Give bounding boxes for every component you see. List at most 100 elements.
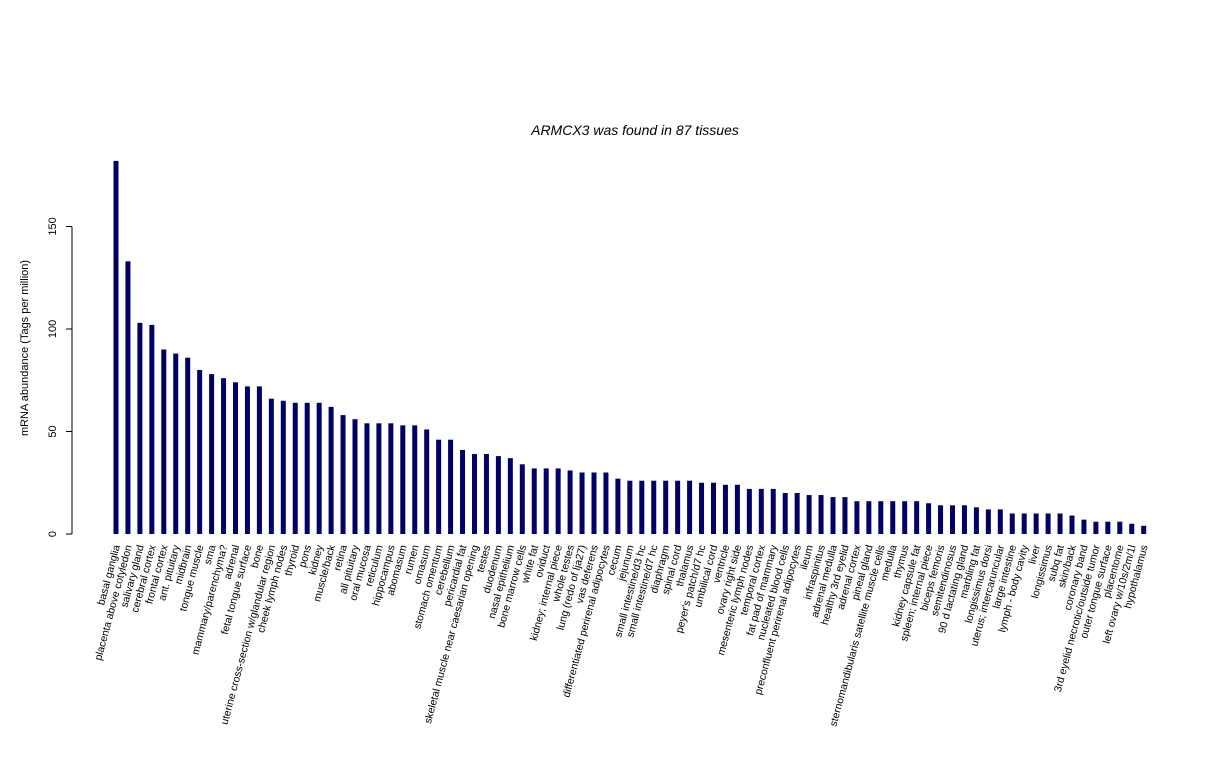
y-tick-label: 50 — [47, 425, 59, 437]
bar — [221, 378, 227, 534]
bar — [173, 353, 179, 534]
bar — [830, 497, 836, 534]
bar — [209, 374, 215, 534]
y-tick-label: 100 — [47, 320, 59, 338]
bar — [675, 480, 681, 534]
bar — [938, 505, 944, 534]
x-tick-label: bone — [249, 544, 267, 570]
bar — [244, 386, 250, 534]
bar — [603, 472, 609, 534]
bar — [567, 470, 573, 534]
bar — [113, 160, 119, 534]
bar — [448, 439, 454, 534]
bar — [555, 468, 561, 534]
bar — [699, 482, 705, 534]
bar — [687, 480, 693, 534]
bar — [818, 495, 824, 534]
bar — [615, 478, 621, 534]
bar — [316, 402, 322, 534]
bar — [352, 419, 358, 534]
bar — [543, 468, 549, 534]
bar — [770, 488, 776, 534]
bar — [328, 406, 334, 534]
bar — [854, 501, 860, 534]
bar — [1117, 521, 1123, 534]
bar — [137, 322, 143, 534]
bar — [436, 439, 442, 534]
bar — [902, 501, 908, 534]
x-tick-label: sma — [202, 544, 219, 566]
bar — [185, 357, 191, 534]
bar — [1081, 519, 1087, 534]
bar — [531, 468, 537, 534]
bar — [1129, 523, 1135, 534]
bar — [424, 429, 430, 534]
bar — [495, 456, 501, 534]
bar — [722, 484, 728, 534]
x-tick-label: liver — [1026, 543, 1043, 565]
bar — [483, 454, 489, 534]
bar — [460, 449, 466, 534]
y-tick-label: 150 — [47, 217, 59, 235]
bar — [364, 423, 370, 534]
bar — [1069, 515, 1075, 534]
bar — [280, 400, 286, 534]
bar — [985, 509, 991, 534]
bar — [1057, 513, 1063, 534]
bar — [1045, 513, 1051, 534]
y-axis-label: mRNA abundance (Tags per million) — [19, 260, 31, 436]
bar — [782, 493, 788, 534]
y-tick-label: 0 — [47, 531, 59, 537]
bar — [149, 324, 155, 534]
bar — [256, 386, 262, 534]
bar — [161, 349, 167, 534]
bar — [806, 495, 812, 534]
bar — [412, 425, 418, 534]
bar — [734, 484, 740, 534]
bar — [1093, 521, 1099, 534]
bar — [914, 501, 920, 534]
y-axis: 0 50 100 150 — [47, 217, 73, 537]
bar — [961, 505, 967, 534]
bar — [579, 472, 585, 534]
bar — [1141, 525, 1147, 534]
bar — [711, 482, 716, 534]
bar — [340, 415, 346, 534]
bar — [866, 501, 872, 534]
bar — [746, 488, 752, 534]
bar — [1021, 513, 1027, 534]
bar — [794, 493, 800, 534]
bar — [519, 464, 525, 534]
bar — [926, 503, 932, 534]
bar — [651, 480, 657, 534]
bar — [878, 501, 884, 534]
bar — [1105, 521, 1111, 534]
bar — [400, 425, 406, 534]
bar — [973, 507, 979, 534]
bar — [639, 480, 645, 534]
bar — [758, 488, 764, 534]
bar — [292, 402, 298, 534]
bar — [376, 423, 382, 534]
bar — [591, 472, 597, 534]
bar — [304, 402, 310, 534]
bar — [890, 501, 896, 534]
bar — [268, 398, 274, 534]
bar — [950, 505, 955, 534]
bar — [1009, 513, 1015, 534]
bar — [388, 423, 394, 534]
bar — [1033, 513, 1039, 534]
bar — [663, 480, 669, 534]
chart-title: ARMCX3 was found in 87 tissues — [530, 122, 739, 138]
bar — [197, 370, 203, 534]
x-tick-label: pons — [297, 544, 314, 569]
bar — [472, 454, 477, 534]
bars — [113, 160, 1147, 534]
bar — [842, 497, 848, 534]
bar — [627, 480, 633, 534]
bar — [233, 382, 238, 534]
bar — [997, 509, 1003, 534]
bar — [125, 261, 131, 534]
